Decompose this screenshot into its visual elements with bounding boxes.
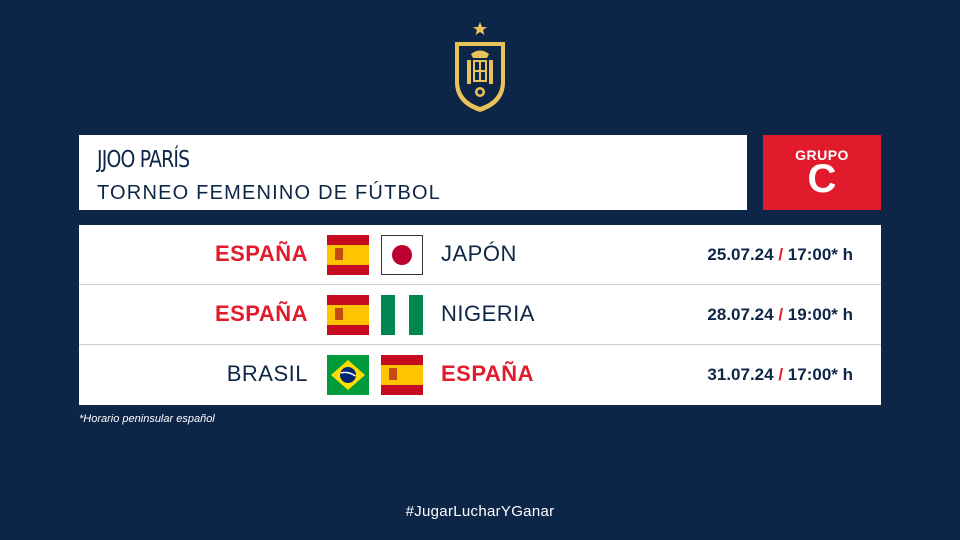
match-time: 17:00* h [787, 365, 853, 384]
home-team: ESPAÑA [214, 301, 308, 326]
hashtag: #JugarLucharYGanar [405, 503, 555, 520]
match-date: 31.07.24 [707, 365, 774, 384]
home-team: BRASIL [226, 361, 308, 386]
match-datetime: 28.07.24 / 19:00* h [707, 305, 853, 325]
brazil-flag-icon [327, 355, 369, 395]
star-icon [473, 22, 487, 35]
japan-flag-icon [381, 235, 423, 275]
group-label: GRUPO [795, 147, 849, 163]
match-row: ESPAÑA NIGERIA 28.07.24 / 19:00* h [79, 285, 881, 345]
spain-flag-icon [381, 355, 423, 395]
date-time-separator: / [778, 245, 784, 264]
match-row: ESPAÑA JAPÓN 25.07.24 / 17:00* h [79, 225, 881, 285]
spain-flag-icon [327, 235, 369, 275]
tournament-title: JJOO PARÍS [97, 147, 190, 173]
group-badge: GRUPO C [763, 135, 881, 210]
match-schedule: ESPAÑA JAPÓN 25.07.24 / 17:00* h ESPAÑA … [79, 225, 881, 405]
date-time-separator: / [778, 305, 784, 324]
home-team: ESPAÑA [214, 241, 308, 266]
spain-flag-icon [327, 295, 369, 335]
group-letter: C [807, 157, 837, 201]
tournament-header: JJOO PARÍS TORNEO FEMENINO DE FÚTBOL [79, 135, 747, 210]
nigeria-flag-icon [381, 295, 423, 335]
tournament-subtitle: TORNEO FEMENINO DE FÚTBOL [97, 182, 442, 204]
federation-crest-logo [447, 20, 513, 116]
match-row: BRASIL ESPAÑA 31.07.24 / 17:00* h [79, 345, 881, 404]
match-time: 19:00* h [787, 305, 853, 324]
match-time: 17:00* h [787, 245, 853, 264]
match-datetime: 31.07.24 / 17:00* h [707, 365, 853, 385]
match-datetime: 25.07.24 / 17:00* h [707, 245, 853, 265]
away-team: ESPAÑA [441, 361, 535, 386]
match-date: 25.07.24 [707, 245, 774, 264]
away-team: NIGERIA [441, 301, 535, 326]
timezone-footnote: *Horario peninsular español [79, 413, 215, 425]
date-time-separator: / [778, 365, 784, 384]
away-team: JAPÓN [441, 241, 517, 266]
match-date: 28.07.24 [707, 305, 774, 324]
